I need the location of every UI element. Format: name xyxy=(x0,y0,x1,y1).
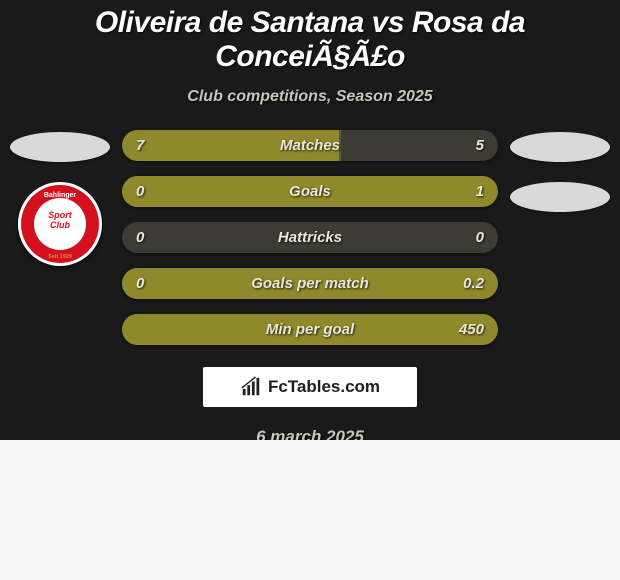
below-area xyxy=(0,440,620,580)
stat-row-goals-per-match: 0 Goals per match 0.2 xyxy=(122,268,498,299)
stat-left-value: 0 xyxy=(136,275,144,292)
left-player-col: Bahlinger Sport Club BSC Seit 1929 xyxy=(8,130,112,266)
stat-row-hattricks: 0 Hattricks 0 xyxy=(122,222,498,253)
main-row: Bahlinger Sport Club BSC Seit 1929 7 Matc… xyxy=(0,106,620,345)
stat-label: Matches xyxy=(280,137,340,154)
left-club-crest: Bahlinger Sport Club BSC Seit 1929 xyxy=(18,182,102,266)
stat-right-value: 0 xyxy=(476,229,484,246)
stat-left-value: 0 xyxy=(136,229,144,246)
bahlinger-crest-svg: Bahlinger Sport Club BSC Seit 1929 xyxy=(18,182,102,266)
stat-left-value: 0 xyxy=(136,183,144,200)
stat-label: Hattricks xyxy=(278,229,342,246)
comparison-title: Oliveira de Santana vs Rosa da ConceiÃ§Ã… xyxy=(0,0,620,74)
crest-top-text: Bahlinger xyxy=(44,192,77,199)
stat-row-matches: 7 Matches 5 xyxy=(122,130,498,161)
stat-row-goals: 0 Goals 1 xyxy=(122,176,498,207)
infographic-panel: Oliveira de Santana vs Rosa da ConceiÃ§Ã… xyxy=(0,0,620,440)
right-club-placeholder xyxy=(510,182,610,212)
stat-label: Goals per match xyxy=(251,275,369,292)
left-player-placeholder xyxy=(10,132,110,162)
stat-label: Goals xyxy=(289,183,331,200)
stat-label: Min per goal xyxy=(266,321,354,338)
brand-text: FcTables.com xyxy=(268,377,380,397)
stat-right-value: 0.2 xyxy=(463,275,484,292)
comparison-subtitle: Club competitions, Season 2025 xyxy=(0,74,620,106)
brand-box: FcTables.com xyxy=(203,367,417,407)
chart-icon xyxy=(240,376,262,398)
right-player-placeholder xyxy=(510,132,610,162)
stat-right-value: 1 xyxy=(476,183,484,200)
crest-year: Seit 1929 xyxy=(48,254,72,260)
crest-mid-text: Sport xyxy=(48,210,73,220)
stat-row-min-per-goal: Min per goal 450 xyxy=(122,314,498,345)
stat-left-value: 7 xyxy=(136,137,144,154)
stat-bars: 7 Matches 5 0 Goals 1 0 Hattricks 0 0 Goals per ma… xyxy=(120,130,500,345)
stat-right-value: 450 xyxy=(459,321,484,338)
stat-right-value: 5 xyxy=(476,137,484,154)
crest-initials: BSC xyxy=(47,232,73,246)
crest-bot-text: Club xyxy=(50,220,70,230)
right-player-col xyxy=(508,130,612,212)
